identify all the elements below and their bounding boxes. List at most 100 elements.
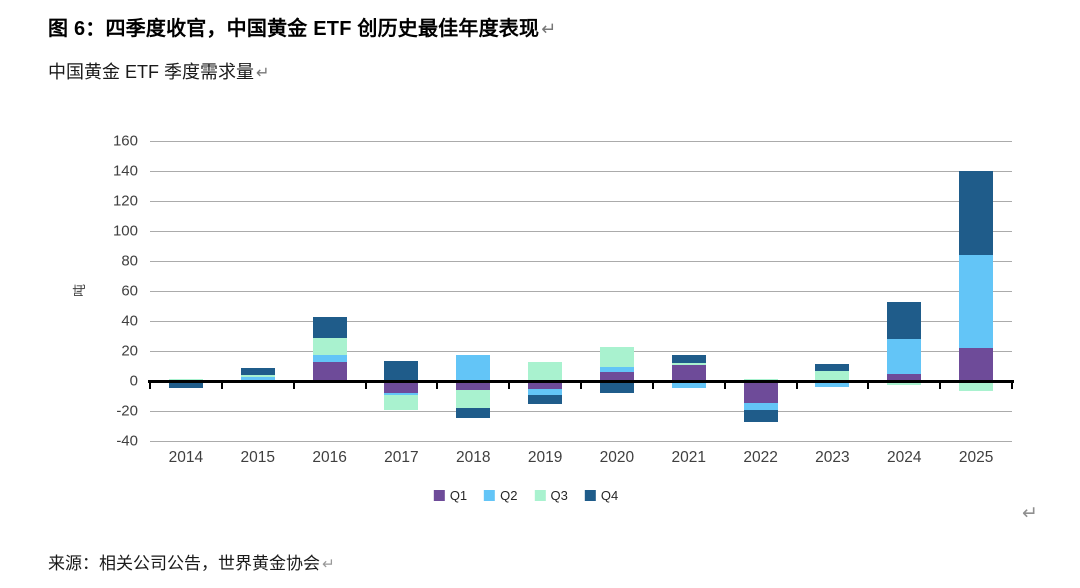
bar-segment-q3-2021 — [671, 363, 706, 366]
x-tick-label: 2015 — [240, 449, 275, 466]
bar-segment-q1-2025 — [959, 348, 994, 381]
axis-tick — [580, 382, 582, 389]
x-tick-label: 2023 — [815, 449, 850, 466]
bar-segment-q3-2019 — [528, 362, 563, 381]
bar-segment-q1-2019 — [528, 381, 563, 389]
axis-tick — [867, 382, 870, 389]
paragraph-return-mark: ↵ — [1022, 503, 1038, 524]
axis-tick — [436, 382, 439, 389]
legend-swatch-icon — [433, 490, 445, 501]
axis-tick — [364, 382, 367, 389]
y-tick-label: 60 — [121, 282, 138, 300]
bar-segment-q4-2019 — [528, 395, 563, 405]
y-tick-label: -40 — [116, 432, 138, 450]
bar-segment-q3-2018 — [456, 390, 491, 408]
x-tick-label: 2024 — [887, 449, 922, 466]
y-tick-label: 0 — [129, 372, 138, 390]
axis-tick — [651, 382, 654, 389]
gridline — [150, 411, 1012, 412]
bar-segment-q2-2021 — [671, 381, 706, 388]
bar-segment-q2-2020 — [599, 366, 634, 372]
bar-segment-q2-2015 — [240, 377, 275, 381]
bar-segment-q2-2019 — [528, 388, 563, 396]
bar-segment-q1-2017 — [384, 381, 419, 393]
axis-tick — [939, 382, 942, 389]
legend-item-q2: Q2 — [484, 488, 518, 503]
bar-segment-q3-2015 — [240, 375, 275, 378]
y-tick-label: 100 — [112, 222, 138, 240]
gridline — [150, 231, 1012, 232]
bar-segment-q3-2022 — [743, 378, 778, 381]
x-tick-label: 2016 — [312, 449, 347, 466]
legend-item-q3: Q3 — [534, 488, 568, 503]
x-tick-label: 2014 — [168, 449, 204, 466]
bar-segment-q4-2015 — [240, 367, 275, 375]
bar-segment-q4-2018 — [456, 408, 491, 418]
bar-segment-q1-2020 — [599, 372, 634, 381]
legend-label: Q4 — [600, 488, 619, 503]
bar-segment-q3-2017 — [384, 395, 419, 411]
gridline — [150, 261, 1012, 262]
bar-segment-q4-2021 — [671, 354, 706, 363]
legend-label: Q3 — [550, 488, 568, 503]
bar-segment-q2-2025 — [959, 255, 994, 348]
y-tick-label: 80 — [121, 252, 138, 270]
bar-segment-q1-2016 — [312, 362, 347, 381]
chart-subtitle: 中国黄金 ETF 季度需求量 ↵ — [48, 58, 270, 84]
bar-segment-q4-2016 — [312, 317, 347, 339]
legend-item-q4: Q4 — [584, 488, 619, 503]
legend-swatch-icon — [584, 490, 596, 501]
paragraph-return-mark: ↵ — [256, 64, 270, 82]
y-tick-label: 140 — [112, 162, 138, 180]
bar-segment-q3-2023 — [815, 370, 850, 381]
gridline — [150, 171, 1012, 172]
bar-segment-q3-2016 — [312, 338, 347, 355]
x-tick-label: 2019 — [527, 449, 563, 466]
bar-segment-q1-2024 — [887, 374, 922, 381]
y-tick-label: 40 — [121, 312, 138, 330]
bar-segment-q1-2022 — [743, 381, 778, 403]
axis-tick — [508, 382, 511, 389]
axis-tick — [1011, 382, 1013, 389]
gridline — [150, 321, 1012, 322]
x-tick-label: 2021 — [671, 449, 706, 466]
axis-tick — [220, 382, 223, 389]
bar-segment-q4-2020 — [599, 381, 634, 393]
bar-segment-q3-2020 — [599, 347, 634, 367]
y-tick-label: -20 — [116, 402, 138, 420]
bar-segment-q4-2025 — [959, 171, 994, 255]
paragraph-return-mark: ↵ — [322, 556, 335, 573]
axis-tick — [795, 382, 798, 389]
bar-segment-q3-2025 — [959, 381, 994, 391]
bar-segment-q1-2018 — [456, 381, 491, 390]
bar-segment-q1-2021 — [671, 365, 706, 381]
gridline — [150, 441, 1012, 442]
legend-label: Q2 — [500, 488, 518, 503]
bar-segment-q2-2024 — [887, 339, 922, 375]
y-tick-label: 20 — [121, 342, 138, 360]
axis-tick — [149, 382, 151, 389]
bar-segment-q2-2018 — [456, 354, 491, 381]
y-tick-label: 120 — [112, 192, 138, 210]
y-axis-unit-label: 吨 — [72, 283, 88, 298]
bar-segment-q2-2023 — [815, 381, 850, 387]
x-tick-label: 2017 — [384, 449, 419, 466]
figure-title-text: 图 6：四季度收官，中国黄金 ETF 创历史最佳年度表现 — [48, 18, 540, 40]
bar-segment-q2-2016 — [312, 354, 347, 363]
legend-swatch-icon — [484, 490, 496, 501]
bar-segment-q2-2022 — [743, 402, 778, 411]
source-note-text: 来源：相关公司公告，世界黄金协会 — [48, 554, 320, 573]
bar-segment-q4-2014 — [168, 381, 203, 388]
bar-segment-q4-2024 — [887, 301, 922, 339]
x-tick-label: 2022 — [743, 449, 778, 466]
chart-legend: Q1 Q2 Q3 Q4 — [433, 488, 619, 503]
axis-tick — [723, 382, 726, 389]
axis-tick — [292, 382, 295, 389]
legend-item-q1: Q1 — [433, 488, 467, 503]
gridline — [150, 291, 1012, 292]
bar-segment-q4-2022 — [743, 410, 778, 423]
source-note: 来源：相关公司公告，世界黄金协会 ↵ — [48, 549, 335, 574]
legend-swatch-icon — [534, 490, 546, 501]
